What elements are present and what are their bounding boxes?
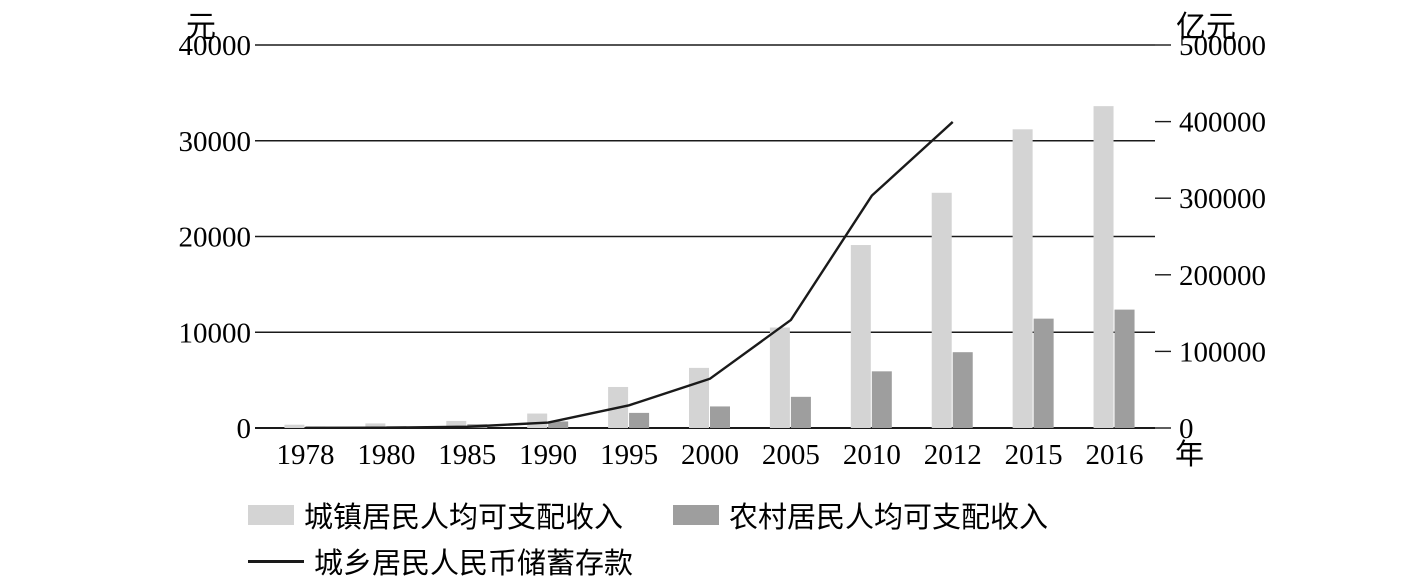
svg-text:2015: 2015 [1005, 439, 1063, 471]
bar-0-1985 [446, 420, 467, 428]
legend-label-urban-income: 城镇居民人均可支配收入 [304, 502, 624, 534]
savings-line-swatch-icon [248, 559, 304, 563]
bar-1-1995 [629, 412, 650, 428]
bar-1-2005 [790, 396, 811, 428]
legend-label-savings-deposits: 城乡居民人民币储蓄存款 [314, 548, 634, 580]
svg-text:0: 0 [1179, 413, 1194, 445]
svg-text:2016: 2016 [1086, 439, 1144, 471]
bar-0-1978 [284, 424, 305, 428]
bar-1-1990 [548, 421, 569, 428]
svg-text:2000: 2000 [681, 439, 739, 471]
svg-text:10000: 10000 [179, 317, 252, 349]
bar-0-1990 [527, 413, 548, 428]
svg-text:年: 年 [1175, 438, 1204, 471]
left-axis-unit-label: 元 [186, 11, 216, 44]
right-axis-unit-label: 亿元 [1176, 11, 1236, 44]
bar-1-2000 [710, 406, 730, 428]
chart-legend: 城镇居民人均可支配收入 农村居民人均可支配收入 城乡居民人民币储蓄存款 [248, 492, 1098, 584]
svg-text:1980: 1980 [357, 439, 415, 471]
urban-income-swatch-icon [248, 505, 294, 525]
savings-deposits-line [305, 121, 954, 430]
bar-1-2016 [1114, 309, 1135, 428]
legend-item-urban-income: 城镇居民人均可支配收入 [248, 494, 623, 536]
svg-text:0: 0 [237, 413, 252, 445]
legend-item-savings-deposits: 城乡居民人民币储蓄存款 [248, 540, 633, 582]
svg-text:1978: 1978 [276, 439, 334, 471]
bar-0-2016 [1093, 106, 1114, 428]
svg-text:20000: 20000 [179, 222, 252, 254]
svg-text:40000: 40000 [179, 30, 252, 62]
svg-text:400000: 400000 [1179, 107, 1266, 139]
bar-0-2000 [689, 367, 709, 428]
svg-text:2010: 2010 [843, 439, 901, 471]
svg-text:1995: 1995 [600, 439, 658, 471]
legend-row-2: 城乡居民人民币储蓄存款 [248, 538, 1098, 584]
bar-1-2015 [1033, 318, 1054, 428]
bar-0-2012 [931, 192, 952, 428]
svg-text:30000: 30000 [179, 126, 252, 158]
svg-text:200000: 200000 [1179, 260, 1266, 292]
legend-label-rural-income: 农村居民人均可支配收入 [729, 502, 1049, 534]
bar-0-2015 [1012, 129, 1033, 429]
svg-text:1985: 1985 [438, 439, 496, 471]
legend-item-rural-income: 农村居民人均可支配收入 [673, 494, 1048, 536]
svg-text:500000: 500000 [1179, 30, 1266, 62]
bar-0-2010 [850, 245, 871, 428]
rural-income-swatch-icon [673, 505, 720, 525]
bar-0-2005 [769, 327, 790, 428]
bar-1-2012 [952, 352, 973, 428]
bar-1-2010 [871, 371, 892, 428]
bar-0-1980 [365, 423, 386, 428]
svg-text:2012: 2012 [924, 439, 982, 471]
svg-text:1990: 1990 [519, 439, 577, 471]
svg-text:2005: 2005 [762, 439, 820, 471]
legend-row-1: 城镇居民人均可支配收入 农村居民人均可支配收入 [248, 492, 1098, 538]
svg-text:300000: 300000 [1179, 183, 1266, 215]
svg-text:100000: 100000 [1179, 336, 1266, 368]
